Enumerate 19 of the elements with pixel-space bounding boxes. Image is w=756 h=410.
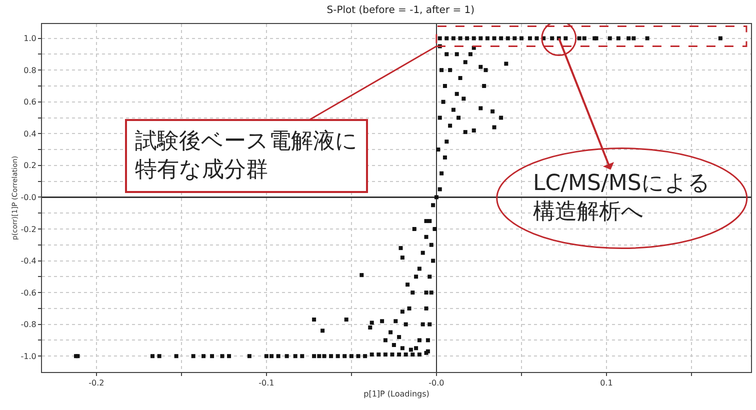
y-tick-label: 1.0	[24, 34, 36, 44]
annotation: LC/MS/MSによる構造解析へ	[533, 171, 710, 225]
x-axis-title: p[1]P (Loadings)	[364, 390, 430, 399]
y-tick-label: 0.2	[24, 161, 36, 170]
x-tick-label: -0.1	[258, 378, 274, 388]
x-tick-label: -0.2	[88, 378, 104, 388]
y-tick-label: -0.0	[20, 193, 36, 202]
y-tick-label: 0.4	[24, 129, 36, 138]
x-tick-label: 0.1	[600, 378, 613, 388]
y-tick-label: -0.6	[20, 288, 36, 298]
y-tick-label: 0.8	[24, 66, 36, 75]
chart-title: S-Plot (before = -1, after = 1)	[326, 5, 475, 16]
y-tick-label: 0.6	[24, 98, 36, 107]
x-tick-label: -0.0	[428, 378, 444, 388]
y-tick-label: -1.0	[20, 352, 36, 361]
annotation: 試験後ベース電解液に特有な成分群	[135, 129, 358, 183]
y-tick-label: -0.2	[20, 224, 36, 234]
y-tick-label: -0.8	[20, 320, 36, 330]
y-tick-label: -0.4	[20, 256, 36, 266]
